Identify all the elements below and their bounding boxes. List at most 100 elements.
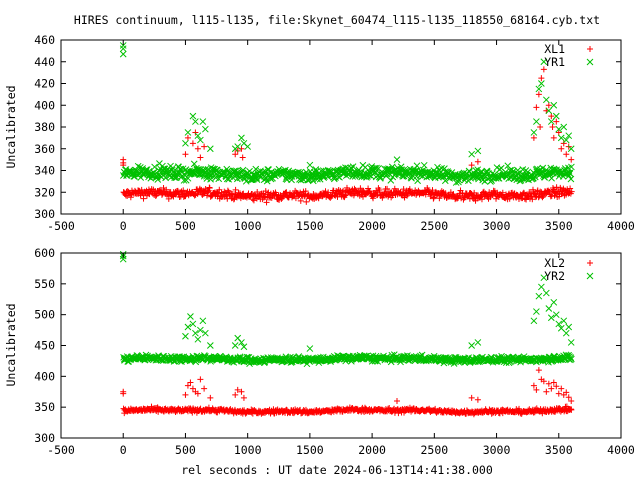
data-point — [151, 163, 158, 171]
data-point — [283, 189, 290, 196]
data-point — [120, 159, 127, 166]
data-point — [553, 383, 560, 390]
data-point — [474, 158, 481, 165]
data-point — [429, 187, 436, 194]
data-point — [238, 388, 245, 395]
data-point — [394, 398, 400, 404]
data-point — [562, 136, 570, 144]
data-point — [296, 355, 304, 363]
y-tick-label: 420 — [34, 77, 55, 91]
data-point — [474, 339, 482, 346]
data-point — [538, 189, 545, 196]
data-point — [306, 345, 314, 352]
data-point — [540, 274, 548, 282]
data-point — [244, 143, 252, 150]
data-point — [538, 80, 545, 87]
data-point — [224, 187, 231, 194]
data-point — [550, 379, 557, 386]
data-point — [533, 118, 540, 125]
series-XL1 — [120, 66, 575, 206]
y-tick-label: 450 — [34, 339, 55, 353]
legend-marker — [587, 260, 593, 266]
data-point — [287, 359, 295, 366]
data-point — [553, 118, 560, 125]
data-point — [187, 379, 194, 386]
data-point — [558, 385, 565, 392]
legend-label: YR1 — [544, 55, 565, 69]
data-point — [568, 406, 575, 413]
data-point — [499, 189, 506, 196]
data-point — [568, 156, 575, 163]
data-point — [436, 195, 443, 202]
x-tick-label: 1500 — [296, 443, 324, 457]
data-point — [206, 185, 213, 192]
data-point — [184, 174, 192, 182]
x-tick-label: 1500 — [296, 219, 324, 233]
data-point — [184, 323, 192, 331]
x-tick-label: 500 — [175, 443, 196, 457]
data-point — [189, 140, 196, 147]
data-point — [568, 163, 575, 171]
data-point — [249, 196, 256, 203]
data-point — [232, 391, 239, 398]
data-point — [562, 329, 570, 337]
data-point — [146, 191, 153, 198]
data-point — [568, 398, 575, 404]
data-point — [180, 177, 188, 184]
data-point — [366, 188, 373, 195]
data-point — [468, 150, 476, 158]
x-tick-label: -500 — [47, 443, 75, 457]
data-point — [302, 188, 309, 195]
data-point — [560, 123, 568, 131]
data-point — [543, 388, 550, 395]
legend-marker — [586, 272, 594, 280]
data-point — [254, 188, 261, 195]
data-point — [535, 91, 542, 98]
data-point — [182, 332, 189, 340]
data-point — [560, 140, 567, 147]
data-point — [567, 185, 574, 192]
data-point — [530, 129, 538, 136]
data-point — [240, 343, 248, 351]
data-point — [184, 382, 191, 389]
data-point — [550, 101, 558, 109]
x-tick-label: 3500 — [545, 219, 573, 233]
bottom-panel-y-axis-label: Uncalibrated — [4, 303, 18, 386]
data-point — [357, 185, 364, 192]
y-tick-label: 380 — [34, 120, 55, 134]
data-point — [182, 391, 189, 398]
data-point — [545, 380, 552, 387]
data-point — [474, 396, 481, 403]
data-point — [560, 317, 568, 325]
data-point — [204, 188, 211, 195]
data-point — [230, 196, 237, 203]
data-point — [206, 145, 214, 153]
data-point — [262, 188, 269, 195]
x-tick-label: 4000 — [607, 443, 635, 457]
data-point — [119, 42, 127, 49]
data-point — [550, 134, 557, 141]
data-point — [563, 151, 570, 158]
data-point — [535, 367, 542, 374]
data-point — [540, 66, 547, 73]
data-point — [482, 190, 489, 197]
top-panel-y-axis-label: Uncalibrated — [4, 85, 18, 168]
data-point — [231, 342, 239, 349]
data-point — [553, 184, 560, 191]
data-point — [398, 166, 406, 174]
x-tick-label: 2000 — [358, 443, 386, 457]
series-XL2 — [120, 367, 575, 418]
data-point — [120, 388, 127, 395]
x-tick-label: -500 — [47, 219, 75, 233]
data-point — [538, 75, 545, 82]
data-point — [194, 335, 202, 343]
data-point — [438, 164, 445, 172]
series-YR1 — [119, 42, 575, 186]
x-tick-label: 3500 — [545, 443, 573, 457]
data-point — [545, 107, 553, 115]
data-point — [567, 145, 575, 153]
data-point — [304, 176, 311, 184]
data-point — [540, 378, 547, 385]
data-point — [224, 195, 231, 202]
data-point — [232, 151, 239, 158]
